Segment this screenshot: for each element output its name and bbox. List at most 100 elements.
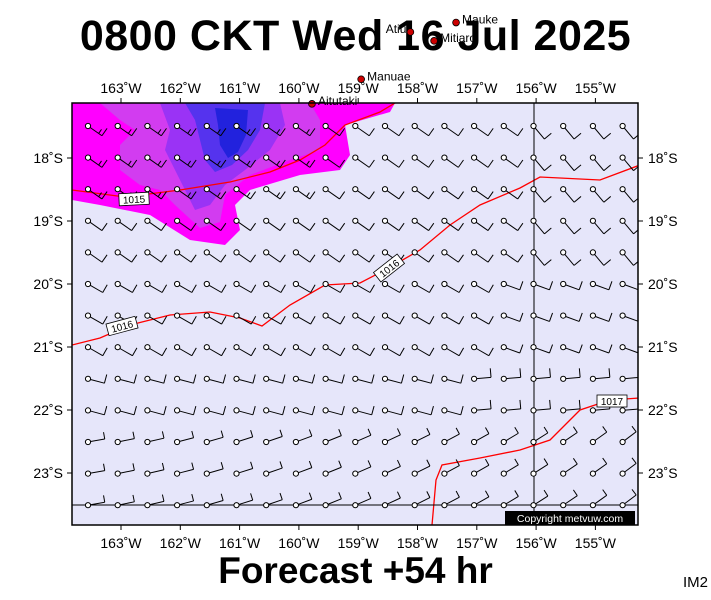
wind-barb bbox=[174, 249, 197, 263]
lon-label-top: 156˚W bbox=[515, 80, 557, 96]
wind-barb bbox=[174, 280, 197, 293]
wind-barb bbox=[114, 217, 138, 231]
wind-barb bbox=[471, 427, 490, 446]
wind-barb bbox=[500, 458, 519, 477]
wind-barb bbox=[530, 217, 552, 235]
wind-barb bbox=[500, 280, 524, 291]
wind-barb bbox=[292, 429, 313, 446]
wind-barb bbox=[174, 374, 197, 384]
lon-label-top: 155˚W bbox=[575, 80, 617, 96]
wind-barb bbox=[292, 405, 316, 416]
map-frame bbox=[71, 102, 639, 526]
wind-barb bbox=[114, 249, 138, 263]
wind-barb bbox=[411, 344, 435, 357]
lat-label-left: 18˚S bbox=[33, 150, 63, 166]
wind-barb bbox=[84, 186, 108, 200]
wind-barb bbox=[560, 186, 582, 203]
wind-barb bbox=[381, 428, 401, 446]
wind-barb bbox=[619, 280, 638, 291]
lat-label-left: 21˚S bbox=[33, 339, 63, 355]
isobar-1016 bbox=[72, 165, 638, 346]
wind-barb bbox=[322, 186, 346, 200]
wind-barb bbox=[411, 374, 434, 384]
place-marker: Atiu bbox=[386, 22, 415, 36]
wind-barb bbox=[530, 280, 554, 291]
wind-barb bbox=[589, 122, 612, 140]
wind-barb bbox=[352, 374, 375, 384]
wind-barb bbox=[411, 249, 435, 263]
wind-barb bbox=[441, 154, 464, 168]
lat-label-right: 18˚S bbox=[648, 150, 678, 166]
wind-barb bbox=[84, 344, 108, 357]
wind-barb bbox=[263, 249, 286, 263]
wind-barb bbox=[322, 217, 346, 231]
wind-barb bbox=[174, 405, 197, 416]
wind-barb bbox=[114, 154, 138, 168]
wind-barb bbox=[352, 405, 375, 416]
wind-barb bbox=[441, 280, 465, 293]
wind-barb bbox=[411, 405, 434, 416]
wind-barb bbox=[263, 429, 283, 446]
wind-barb bbox=[619, 457, 637, 477]
wind-barb bbox=[411, 459, 431, 477]
lat-label-left: 23˚S bbox=[33, 465, 63, 481]
wind-barb bbox=[411, 217, 435, 231]
wind-barb bbox=[174, 122, 197, 137]
lat-label-left: 19˚S bbox=[33, 213, 63, 229]
wind-barb bbox=[322, 249, 346, 263]
wind-barb bbox=[233, 374, 256, 384]
wind-barb bbox=[560, 489, 578, 509]
wind-barb bbox=[530, 312, 554, 322]
wind-barb bbox=[233, 405, 256, 416]
rain-area-intense bbox=[215, 108, 248, 158]
wind-barb bbox=[263, 217, 286, 231]
wind-barb bbox=[144, 217, 167, 231]
wind-barb bbox=[233, 344, 257, 357]
wind-barb bbox=[84, 312, 108, 325]
wind-barb bbox=[292, 344, 316, 357]
wind-barb bbox=[471, 490, 490, 509]
place-markers: AitutakiManuaeMitiaroAtiuMaukeRarotongaM… bbox=[308, 13, 498, 108]
wind-barb bbox=[263, 461, 283, 477]
lon-label-top: 163˚W bbox=[100, 80, 142, 96]
wind-barb bbox=[263, 312, 286, 325]
wind-barb bbox=[589, 312, 613, 322]
wind-barb bbox=[500, 249, 524, 263]
place-marker: Manuae bbox=[357, 69, 411, 83]
wind-barb bbox=[411, 186, 435, 200]
wind-barb bbox=[84, 122, 108, 137]
wind-barb bbox=[471, 249, 494, 263]
wind-barb bbox=[174, 344, 197, 357]
wind-barb bbox=[381, 280, 405, 293]
wind-barb bbox=[381, 217, 405, 231]
wind-barb bbox=[203, 374, 227, 384]
wind-barb bbox=[203, 154, 227, 168]
wind-barb bbox=[114, 280, 138, 293]
place-label: Aitutaki bbox=[318, 94, 357, 108]
wind-barb bbox=[144, 154, 167, 168]
wind-barb bbox=[441, 249, 464, 263]
wind-barb bbox=[203, 405, 227, 416]
copyright-box: Copyright metvuw.com bbox=[505, 511, 635, 525]
wind-barb bbox=[203, 344, 227, 357]
axis-ticks: 163˚W 163˚W 162˚W 162˚W 161˚W 161˚W 160˚W 160˚W… bbox=[33, 80, 677, 551]
wind-barb bbox=[471, 312, 494, 325]
wind-barb bbox=[203, 493, 224, 509]
lon-label-bottom: 157˚W bbox=[456, 535, 498, 551]
wind-barb bbox=[322, 428, 342, 446]
wind-barb bbox=[292, 374, 316, 384]
wind-barb bbox=[352, 428, 372, 446]
wind-barb bbox=[560, 122, 582, 140]
wind-barb bbox=[203, 217, 227, 231]
wind-barb bbox=[322, 122, 346, 137]
wind-barb bbox=[84, 463, 106, 477]
wind-barb bbox=[560, 368, 581, 382]
wind-barb bbox=[560, 399, 581, 414]
wind-barb bbox=[233, 430, 254, 446]
wind-barb bbox=[471, 122, 494, 137]
wind-barb bbox=[292, 186, 316, 200]
wind-barb bbox=[352, 122, 375, 137]
lon-label-bottom: 163˚W bbox=[100, 535, 142, 551]
